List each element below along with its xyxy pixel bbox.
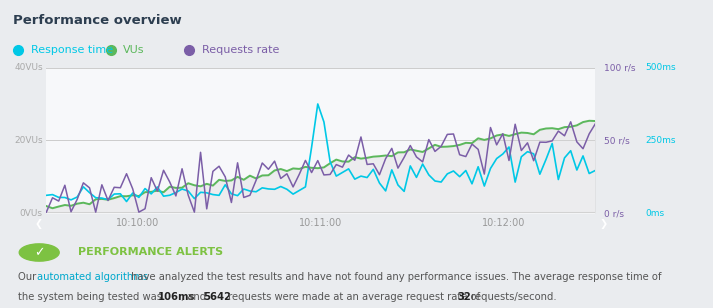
Text: 0VUs: 0VUs xyxy=(20,209,43,218)
Text: 50 r/s: 50 r/s xyxy=(604,136,630,145)
Text: requests/second.: requests/second. xyxy=(468,292,557,302)
Text: 20VUs: 20VUs xyxy=(14,136,43,145)
Text: Response time: Response time xyxy=(31,45,113,55)
Text: ❮: ❮ xyxy=(34,219,43,229)
Text: 40VUs: 40VUs xyxy=(14,63,43,72)
Text: Our: Our xyxy=(18,272,39,282)
Text: , and: , and xyxy=(181,292,210,302)
Text: Requests rate: Requests rate xyxy=(202,45,279,55)
Text: 5642: 5642 xyxy=(203,292,231,302)
Text: the system being tested was: the system being tested was xyxy=(18,292,165,302)
Text: 100 r/s: 100 r/s xyxy=(604,63,635,72)
Text: VUs: VUs xyxy=(123,45,145,55)
Text: 0ms: 0ms xyxy=(645,209,665,218)
Text: ✓: ✓ xyxy=(34,246,44,259)
Text: 500ms: 500ms xyxy=(645,63,676,72)
Text: Performance overview: Performance overview xyxy=(13,14,182,26)
Text: 0 r/s: 0 r/s xyxy=(604,209,624,218)
Text: automated algorithms: automated algorithms xyxy=(37,272,148,282)
Text: requests were made at an average request rate of: requests were made at an average request… xyxy=(225,292,483,302)
Text: have analyzed the test results and have not found any performance issues. The av: have analyzed the test results and have … xyxy=(128,272,662,282)
Text: ❯: ❯ xyxy=(599,219,607,229)
Text: 32: 32 xyxy=(458,292,471,302)
Text: 106ms: 106ms xyxy=(158,292,195,302)
Text: PERFORMANCE ALERTS: PERFORMANCE ALERTS xyxy=(78,248,224,257)
Text: 250ms: 250ms xyxy=(645,136,676,145)
